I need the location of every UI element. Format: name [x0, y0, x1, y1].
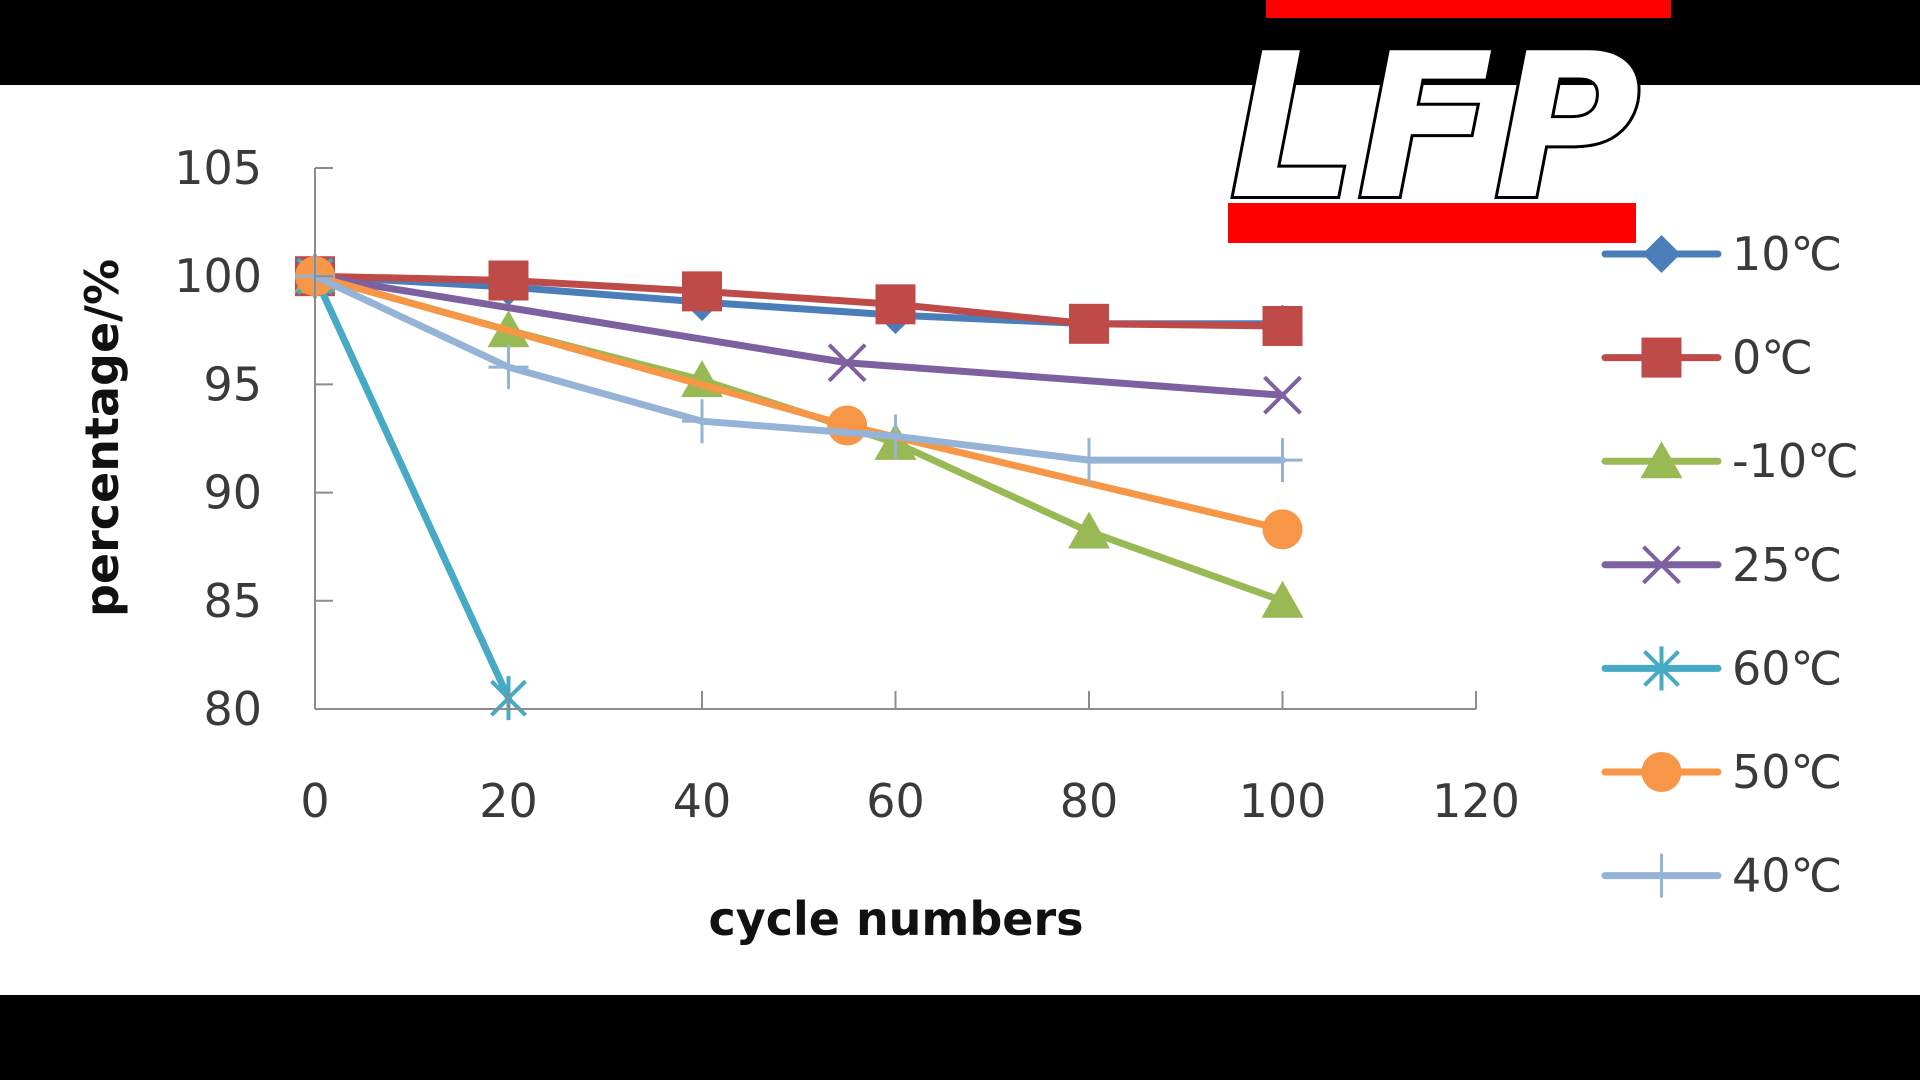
- bottom-black-band: [0, 995, 1920, 1080]
- legend-item: 0℃: [1601, 331, 1813, 385]
- data-point: [1262, 438, 1303, 483]
- series-1: [295, 256, 1303, 346]
- data-point: [1262, 305, 1303, 346]
- legend-swatch-marker: [1642, 235, 1681, 273]
- x-tick-label: 40: [673, 774, 732, 828]
- y-tick-label: 80: [203, 682, 262, 736]
- y-tick-label: 105: [174, 141, 262, 195]
- data-point: [488, 345, 529, 390]
- x-tick-label: 60: [866, 774, 925, 828]
- legend-swatch-marker: [1641, 337, 1682, 378]
- data-point: [1262, 509, 1303, 550]
- data-point: [682, 271, 722, 312]
- legend-label: 40℃: [1732, 849, 1842, 903]
- logo-red-bar-bottom: [1228, 203, 1636, 243]
- series-line: [311, 272, 512, 702]
- legend-item: 10℃: [1601, 227, 1842, 281]
- data-point: [1261, 580, 1304, 618]
- legend-label: -10℃: [1732, 434, 1859, 488]
- data-point: [827, 343, 867, 383]
- data-point: [827, 405, 868, 446]
- x-tick-label: 80: [1060, 774, 1119, 828]
- legend-item: 25℃: [1601, 538, 1842, 592]
- data-point: [1069, 303, 1109, 344]
- y-tick-label: 85: [203, 574, 262, 628]
- legend-swatch-marker: [1641, 853, 1682, 898]
- legend-item: 50℃: [1601, 745, 1842, 799]
- x-axis-title: cycle numbers: [708, 892, 1083, 946]
- legend-item: -10℃: [1601, 434, 1859, 488]
- x-tick-label: 0: [300, 774, 329, 828]
- logo-red-bar-top: [1266, 0, 1671, 18]
- legend-swatch-marker: [1642, 545, 1681, 585]
- legend-swatch-marker: [1640, 441, 1683, 479]
- y-tick-label: 100: [174, 249, 262, 303]
- legend-label: 0℃: [1732, 331, 1813, 385]
- data-point: [1068, 511, 1110, 549]
- legend-label: 10℃: [1732, 227, 1842, 281]
- y-tick-label: 95: [203, 357, 262, 411]
- y-ticks: 80 85 90 95 100 105: [174, 141, 333, 736]
- series-line: [311, 272, 1286, 330]
- legend-label: 60℃: [1732, 641, 1842, 695]
- legend-label: 25℃: [1732, 538, 1842, 592]
- axes: 80 85 90 95 100 105 0 20 40 60 80 100 120: [174, 141, 1520, 828]
- data-point: [875, 414, 916, 459]
- x-tick-label: 20: [479, 774, 538, 828]
- plot-area: [294, 254, 1304, 721]
- data-point: [488, 260, 529, 301]
- x-tick-label: 100: [1239, 774, 1327, 828]
- data-point: [1263, 375, 1302, 415]
- series-line: [311, 272, 1286, 464]
- x-tick-label: 120: [1432, 774, 1520, 828]
- y-axis-title: percentage/%: [75, 259, 129, 617]
- lfp-logo: LFP: [1227, 0, 1671, 247]
- logo-text: LFP: [1230, 11, 1641, 244]
- data-point: [875, 284, 916, 325]
- legend: 10℃ 0℃ -10℃ 25℃ 60℃ 50℃ 40℃: [1601, 227, 1859, 903]
- y-tick-label: 90: [203, 466, 262, 520]
- legend-swatch-marker: [1641, 752, 1682, 792]
- data-point: [1069, 438, 1109, 483]
- data-point: [682, 399, 722, 444]
- legend-item: 40℃: [1601, 849, 1842, 903]
- legend-swatch-marker: [1643, 646, 1680, 691]
- legend-item: 60℃: [1601, 641, 1842, 695]
- x-ticks: 0 20 40 60 80 100 120: [300, 691, 1520, 828]
- legend-label: 50℃: [1732, 745, 1842, 799]
